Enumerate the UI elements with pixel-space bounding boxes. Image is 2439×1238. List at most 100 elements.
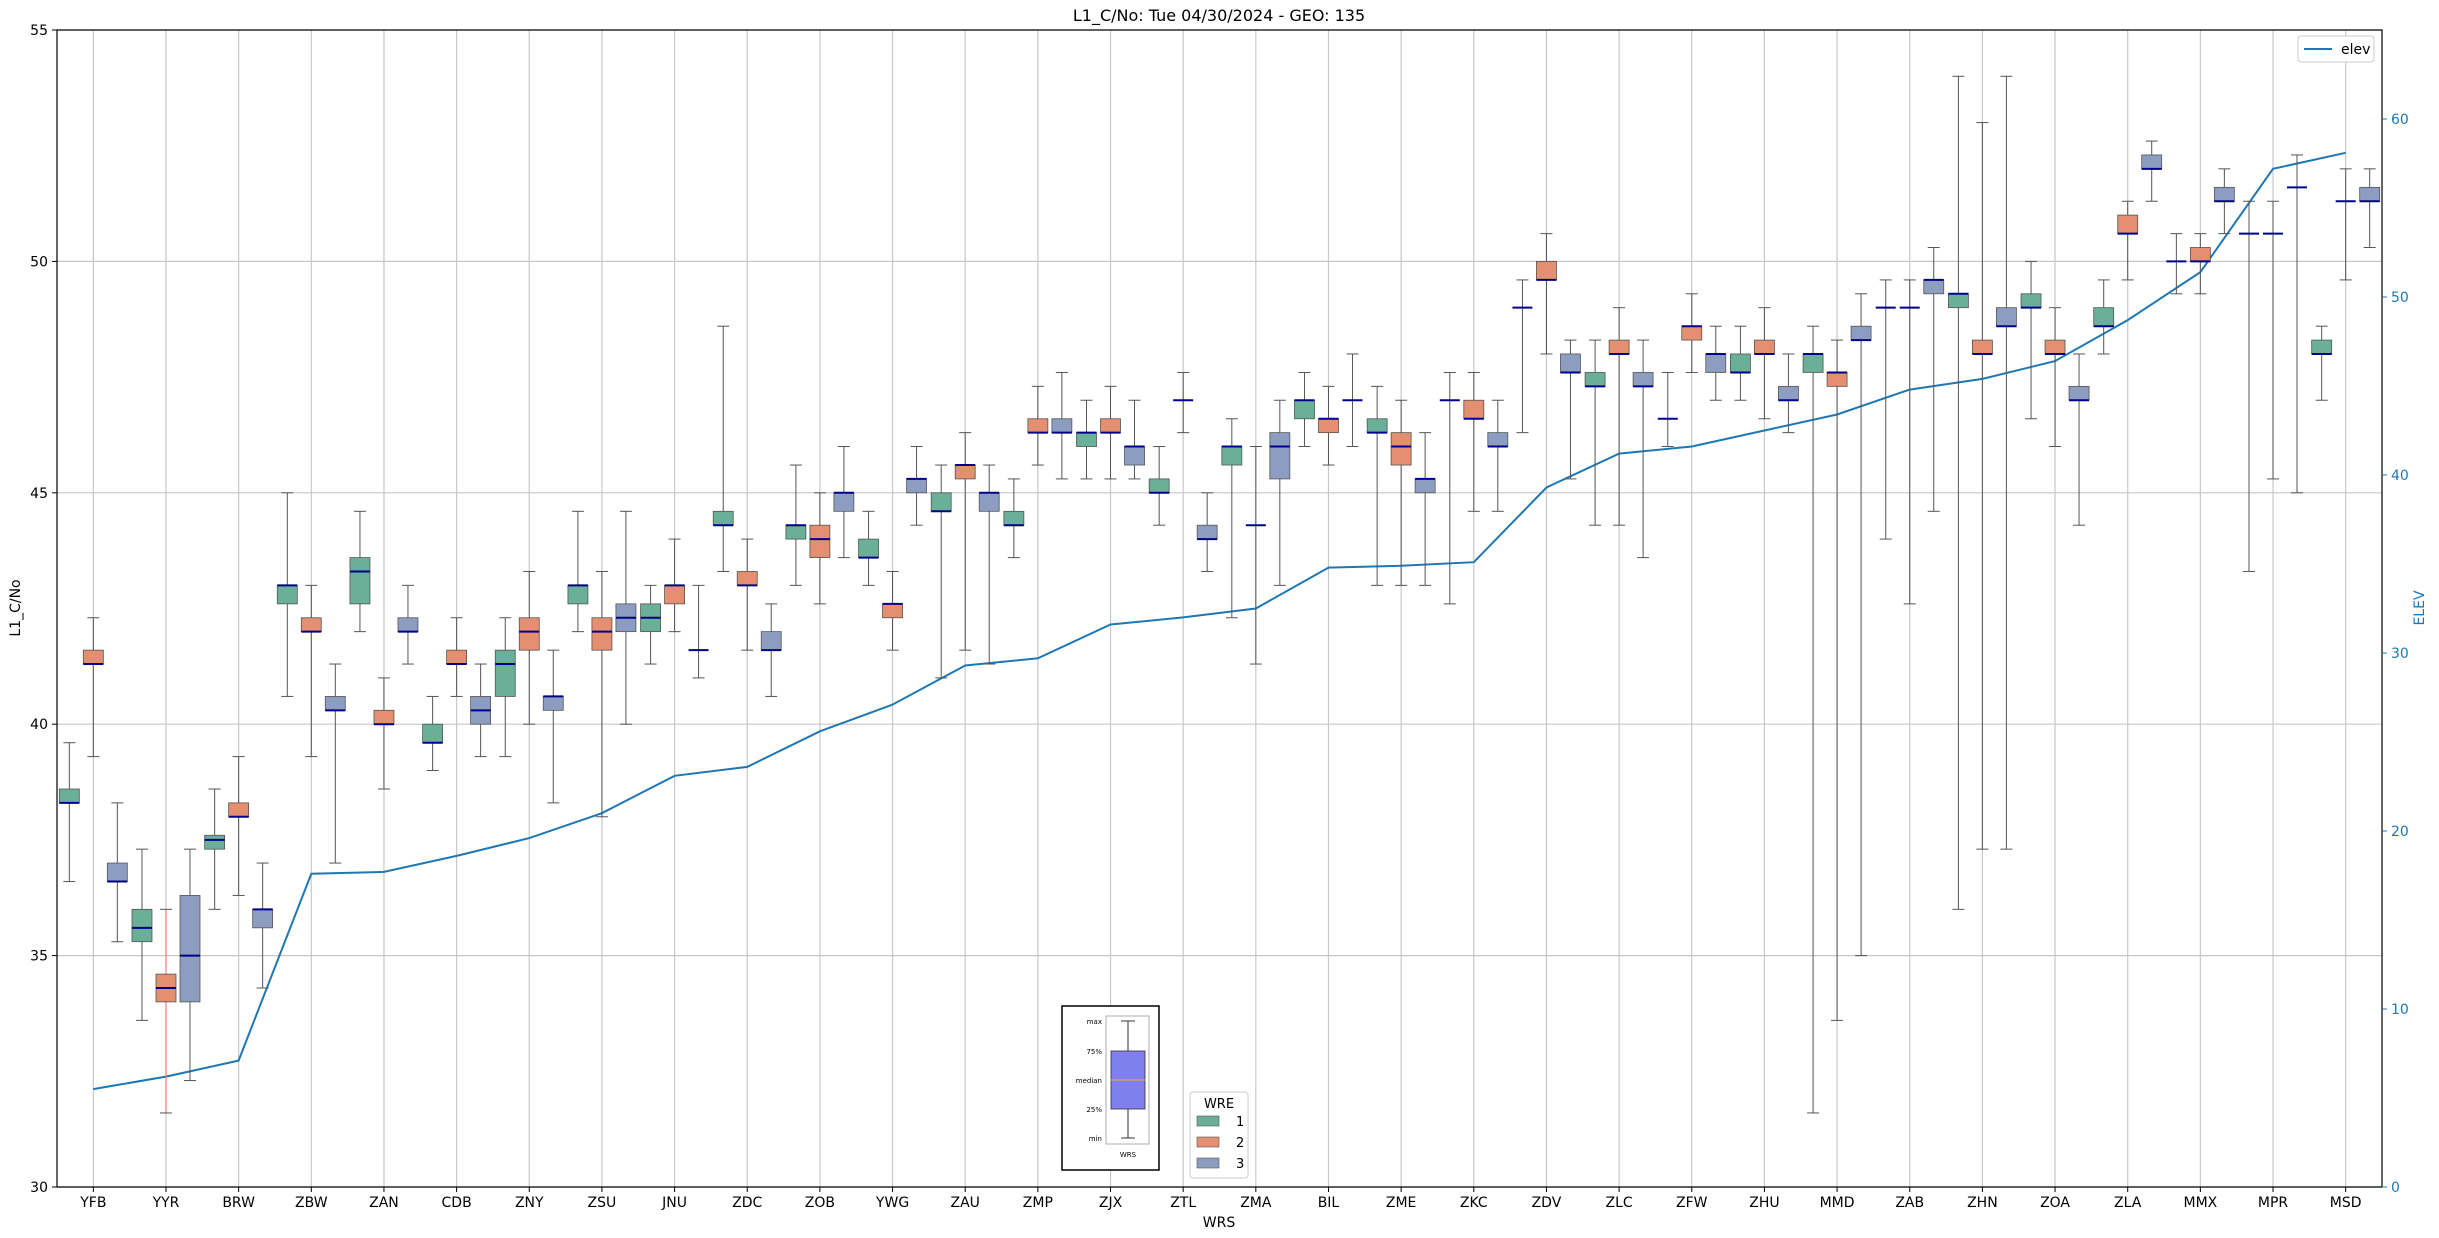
box-iqr — [954, 464, 976, 480]
y2-axis-label: ELEV — [2412, 590, 2428, 625]
wre-legend-label-2: 2 — [1236, 1136, 1244, 1151]
box-iqr — [373, 709, 395, 725]
box-iqr — [906, 478, 927, 494]
box-cdb-wre3 — [470, 663, 492, 758]
y2-tick-label: 0 — [2391, 1180, 2400, 1196]
y-tick-label: 35 — [30, 949, 48, 965]
box-iqr — [1294, 399, 1315, 420]
box-zan-wre3 — [397, 584, 419, 665]
box-iqr — [518, 617, 540, 651]
box-iqr — [1826, 372, 1848, 387]
x-tick-label: ZOB — [805, 1195, 835, 1211]
box-zbw-wre1 — [276, 492, 298, 697]
box-iqr — [1923, 279, 1945, 295]
box-ztl-wre3 — [1196, 492, 1218, 572]
box-zab-wre1 — [1875, 279, 1896, 540]
box-mmd-wre3 — [1850, 293, 1872, 957]
box-zdc-wre3 — [760, 603, 782, 697]
wre-legend-swatch-3 — [1196, 1157, 1220, 1169]
box-iqr — [397, 617, 419, 633]
wre-legend: WRE 1 2 3 — [1189, 1091, 1249, 1179]
box-zla-wre2 — [2117, 200, 2139, 281]
y-tick-label: 30 — [30, 1180, 48, 1196]
box-iqr — [1608, 339, 1630, 355]
box-mmd-wre2 — [1826, 339, 1848, 1021]
box-iqr — [1778, 385, 1799, 401]
box-zmp-wre2 — [1027, 385, 1049, 466]
x-tick-label: ZAB — [1895, 1195, 1924, 1211]
box-ztl-wre2 — [1173, 371, 1194, 434]
box-mpr-wre1 — [2239, 200, 2260, 572]
box-zfw-wre2 — [1681, 293, 1703, 373]
box-zma-wre1 — [1221, 418, 1243, 619]
box-zhn-wre3 — [1995, 75, 2017, 850]
box-zob-wre2 — [809, 492, 831, 605]
box-iqr — [1051, 418, 1073, 434]
x-tick-label: ZDV — [1532, 1195, 1562, 1211]
box-zdc-wre1 — [712, 325, 734, 572]
box-zau-wre3 — [978, 464, 1000, 665]
x-tick-label: ZNY — [515, 1195, 544, 1211]
box-zob-wre3 — [833, 446, 855, 559]
box-zhn-wre1 — [1947, 75, 1969, 910]
box-zny-wre1 — [494, 617, 516, 758]
x-tick-label: ZTL — [1170, 1195, 1196, 1211]
box-mpr-wre2 — [2263, 200, 2284, 480]
box-iqr — [1463, 399, 1485, 420]
box-zlc-wre3 — [1632, 339, 1654, 559]
box-zan-wre1 — [349, 510, 371, 633]
box-iqr — [349, 557, 371, 605]
x-tick-label: ZHU — [1749, 1195, 1779, 1211]
box-iqr — [736, 571, 758, 586]
box-yyr-wre3 — [179, 848, 201, 1082]
box-zbw-wre3 — [324, 663, 346, 864]
x-tick-label: ZMA — [1240, 1195, 1272, 1211]
box-iqr — [1196, 524, 1218, 540]
box-iqr — [2359, 186, 2381, 202]
box-zhu-wre3 — [1778, 353, 1799, 434]
key-label-median: median — [1076, 1077, 1102, 1085]
box-iqr — [1705, 353, 1727, 373]
box-brw-wre2 — [228, 756, 250, 896]
box-zdc-wre2 — [736, 538, 758, 651]
x-tick-label: ZME — [1386, 1195, 1417, 1211]
box-msd-wre1 — [2311, 325, 2333, 401]
x-tick-label: ZBW — [295, 1195, 328, 1211]
box-zny-wre2 — [518, 570, 540, 725]
box-iqr — [179, 895, 201, 1003]
box-iqr — [1850, 325, 1872, 341]
wre-legend-swatch-1 — [1196, 1115, 1220, 1127]
box-iqr — [1124, 446, 1145, 466]
box-yfb-wre1 — [58, 742, 80, 883]
box-iqr — [567, 584, 589, 605]
elev-legend-label: elev — [2341, 42, 2370, 58]
box-zkc-wre3 — [1487, 399, 1509, 512]
box-iqr — [252, 908, 274, 929]
box-ztl-wre1 — [1148, 446, 1170, 526]
y2-tick-label: 10 — [2391, 1002, 2409, 1018]
box-iqr — [1947, 293, 1969, 309]
box-bil-wre1 — [1294, 371, 1315, 448]
box-zoa-wre1 — [2020, 260, 2042, 420]
box-zab-wre2 — [1899, 279, 1920, 605]
box-zjx-wre3 — [1124, 399, 1145, 480]
x-tick-label: ZMP — [1023, 1195, 1053, 1211]
box-iqr — [2068, 385, 2090, 401]
box-yyr-wre2 — [155, 908, 177, 1114]
box-iqr — [58, 788, 80, 804]
box-iqr — [300, 617, 322, 633]
box-iqr — [1995, 307, 2017, 327]
wre-legend-label-3: 3 — [1236, 1157, 1244, 1172]
box-jnu-wre2 — [664, 538, 685, 633]
y2-tick-label: 60 — [2391, 112, 2409, 128]
box-zbw-wre2 — [300, 584, 322, 758]
x-tick-label: CDB — [442, 1195, 472, 1211]
box-iqr — [1632, 372, 1654, 387]
box-iqr — [1681, 325, 1703, 341]
y-axis-ticks: 30 35 40 45 50 55 — [30, 23, 57, 1196]
box-zoa-wre2 — [2044, 307, 2066, 448]
box-zab-wre3 — [1923, 247, 1945, 512]
plot-frame — [56, 29, 2383, 1188]
y-axis-label: L1_C/No — [8, 579, 24, 636]
